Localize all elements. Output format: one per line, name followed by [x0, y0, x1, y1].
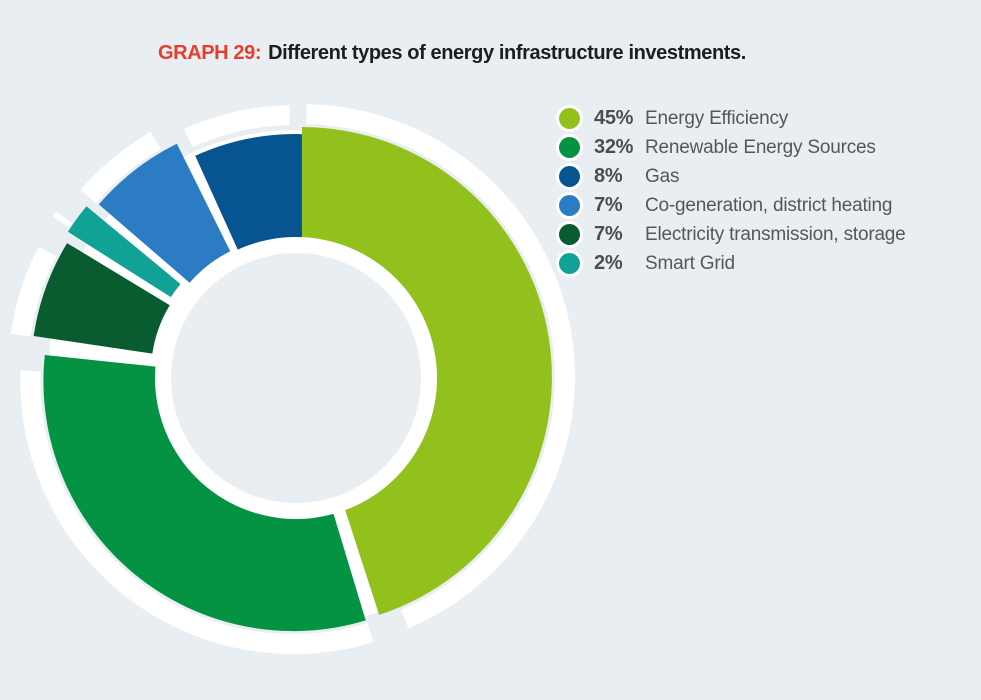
outer-ring-arc-co-generation-district-heating	[80, 131, 161, 204]
legend-swatch-icon	[559, 137, 580, 158]
slice-co-generation-district-heating	[98, 143, 231, 283]
legend-item-gas: 8% Gas	[556, 162, 906, 191]
legend-label: Renewable Energy Sources	[645, 136, 876, 158]
legend-label: Electricity transmission, storage	[645, 223, 906, 245]
legend-item-energy-efficiency: 45% Energy Efficiency	[556, 104, 906, 133]
slice-renewable-energy-sources	[43, 354, 366, 632]
legend-item-renewable-energy-sources: 32% Renewable Energy Sources	[556, 133, 906, 162]
legend-value: 7%	[594, 223, 623, 245]
legend-label: Energy Efficiency	[645, 107, 789, 129]
legend-item-co-generation-district-heating: 7% Co-generation, district heating	[556, 191, 906, 220]
legend-swatch-icon	[559, 253, 580, 274]
outer-ring-arc-smart-grid	[52, 211, 73, 228]
legend-swatch-icon	[559, 224, 580, 245]
chart-title-prefix: GRAPH 29:	[158, 42, 262, 64]
legend-value: 32%	[594, 136, 634, 158]
donut-hole-center	[171, 253, 421, 503]
slice-electricity-transmission-storage	[33, 243, 170, 354]
slice-smart-grid	[67, 206, 181, 298]
legend-label: Smart Grid	[645, 252, 735, 274]
chart-title: GRAPH 29: Different types of energy infr…	[158, 42, 746, 65]
legend-value: 2%	[594, 252, 623, 274]
chart-title-text: Different types of energy infrastructure…	[268, 42, 746, 64]
legend: 45% Energy Efficiency 32% Renewable Energy …	[556, 104, 906, 278]
legend-value: 7%	[594, 194, 623, 216]
legend-swatch-icon	[559, 195, 580, 216]
legend-value: 45%	[594, 107, 634, 129]
legend-swatch-icon	[559, 108, 580, 129]
outer-ring-arc-electricity-transmission-storage	[10, 246, 57, 337]
legend-item-smart-grid: 2% Smart Grid	[556, 249, 906, 278]
slice-gas	[195, 133, 308, 260]
legend-label: Gas	[645, 165, 680, 187]
outer-ring-arc-gas	[184, 105, 290, 148]
legend-value: 8%	[594, 165, 623, 187]
legend-swatch-icon	[559, 166, 580, 187]
legend-label: Co-generation, district heating	[645, 194, 893, 216]
legend-item-electricity-transmission-storage: 7% Electricity transmission, storage	[556, 220, 906, 249]
